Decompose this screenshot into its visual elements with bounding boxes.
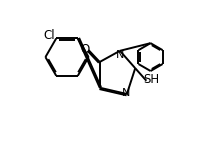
Text: SH: SH xyxy=(144,73,160,86)
Text: O: O xyxy=(81,43,90,56)
Text: Cl: Cl xyxy=(43,29,55,42)
Text: N: N xyxy=(122,88,130,98)
Text: N: N xyxy=(116,50,124,60)
